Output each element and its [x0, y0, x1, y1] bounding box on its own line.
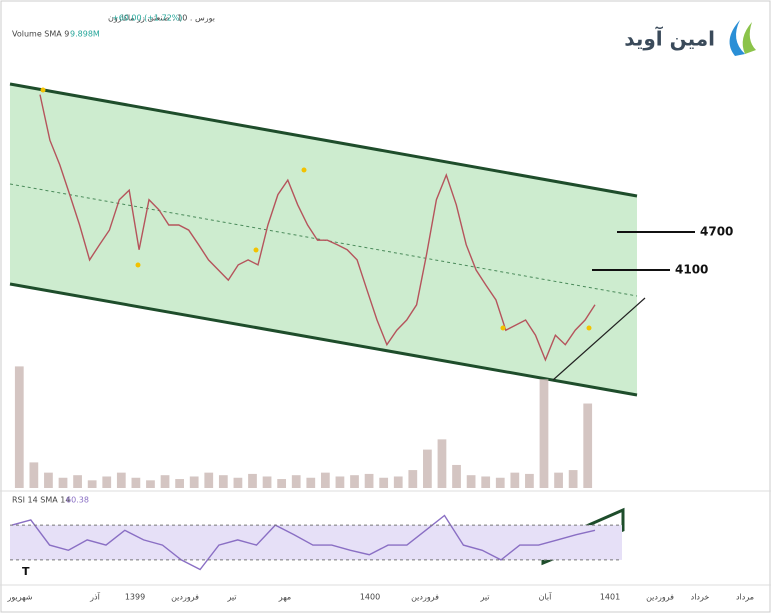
signal-dot — [500, 325, 506, 331]
change: +60.00 (+1.72%) — [112, 14, 183, 23]
x-tick-label: مرداد — [736, 593, 754, 602]
volume-bar — [437, 439, 447, 488]
volume-bar — [510, 472, 520, 488]
volume-bar — [204, 472, 214, 488]
volume-bar — [262, 476, 272, 488]
channel-top — [9, 82, 638, 198]
x-tick-label: فروردین — [171, 593, 199, 602]
volume-bar — [44, 472, 53, 488]
volume-bar — [554, 472, 563, 488]
volume-bar — [495, 477, 505, 488]
volume-bar — [14, 366, 24, 488]
volume-bar — [393, 476, 403, 488]
volume-bar — [379, 477, 389, 488]
volume-bar — [364, 473, 374, 488]
volume-bar — [29, 462, 39, 488]
logo-text: امین آوید — [624, 26, 715, 51]
volume-bar — [350, 475, 359, 488]
volume-bar — [102, 476, 112, 488]
volume-bar — [583, 403, 593, 488]
volume-bar — [175, 479, 184, 488]
logo-icon — [729, 20, 756, 56]
x-tick-label: آبان — [539, 592, 553, 602]
volume-bar — [335, 476, 345, 488]
channel-bottom — [9, 282, 638, 397]
rsi-label: RSI 14 SMA 14 — [12, 496, 70, 505]
volume-bar — [408, 470, 418, 488]
series-line — [11, 514, 596, 571]
volume-label: Volume SMA 9 — [12, 30, 69, 39]
symbol: بورس . 10 . صنعتی زر ماکارون — [108, 14, 215, 23]
signal-dot — [301, 167, 307, 173]
series-line — [39, 94, 596, 362]
volume-bar — [277, 479, 287, 488]
level-label: 4100 — [675, 263, 708, 277]
signal-dot — [135, 262, 141, 268]
tv-logo: 𝗧 — [22, 565, 30, 578]
x-tick-label: مهر — [278, 593, 291, 602]
signal-dot — [40, 87, 46, 93]
x-tick-label: 1400 — [360, 593, 380, 602]
level-label: 4700 — [700, 225, 733, 239]
volume-bar — [466, 475, 476, 488]
x-tick-label: تیر — [226, 593, 236, 602]
volume-bar — [189, 476, 199, 488]
volume-bar — [160, 475, 170, 488]
volume-bar — [291, 475, 301, 488]
rsi-value: 60.38 — [66, 496, 89, 505]
volume-bar — [116, 472, 126, 488]
volume-bar — [87, 480, 97, 488]
volume-bar — [539, 379, 549, 488]
volume-bar — [58, 477, 68, 488]
x-tick-label: فروردین — [411, 593, 439, 602]
volume-bar — [233, 477, 243, 488]
signal-dot — [253, 247, 259, 253]
x-tick-label: فروردین — [646, 593, 674, 602]
x-tick-label: 1399 — [125, 593, 145, 602]
volume-bar — [146, 480, 155, 488]
x-tick-label: تیر — [479, 593, 489, 602]
volume-bar — [218, 475, 228, 488]
trend-line — [552, 297, 646, 381]
signal-dot — [586, 325, 592, 331]
volume-bar — [131, 477, 141, 488]
x-tick-label: 1401 — [600, 593, 620, 602]
x-tick-label: آذر — [89, 592, 100, 602]
volume-bar — [525, 473, 534, 488]
x-tick-label: شهریور — [6, 593, 32, 602]
rsi-band — [10, 525, 622, 560]
volume-bar — [568, 470, 578, 488]
volume-bar — [73, 475, 82, 488]
x-tick-label: خرداد — [691, 593, 710, 602]
volume-bar — [423, 449, 432, 488]
volume-bar — [481, 476, 491, 488]
volume-value: 9.898M — [70, 30, 100, 39]
volume-bar — [452, 464, 461, 488]
volume-bar — [248, 473, 257, 488]
volume-bar — [306, 477, 316, 488]
volume-bar — [320, 472, 330, 488]
